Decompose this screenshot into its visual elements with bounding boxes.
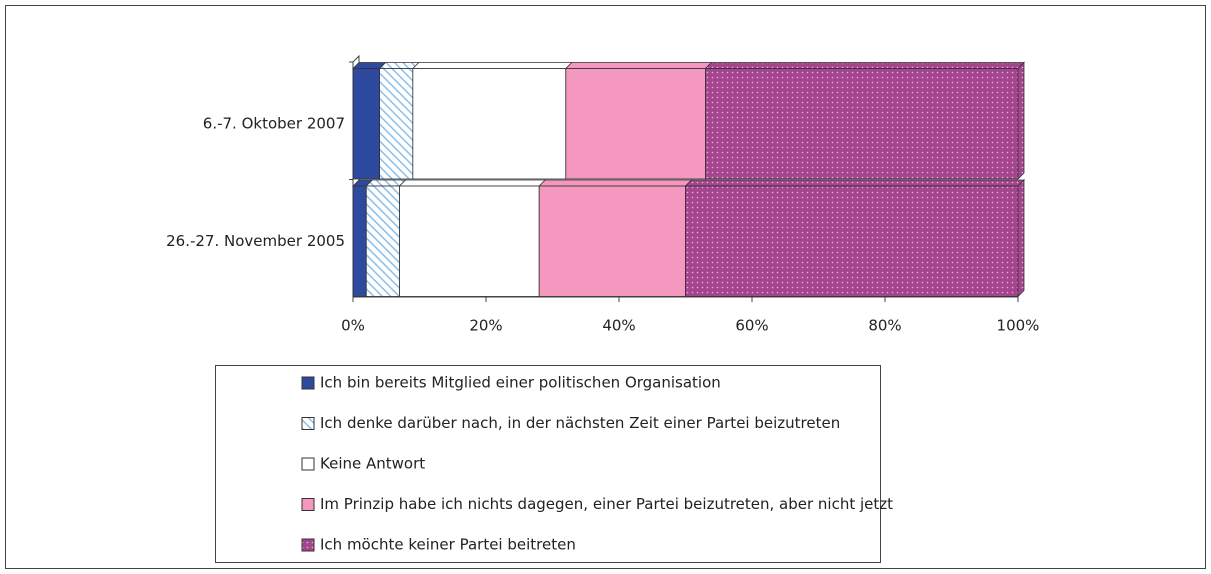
bar-side [1017,179,1025,298]
bar-top [684,179,1025,187]
x-tick-label: 60% [735,317,768,335]
legend-swatch [301,457,315,471]
bar [352,68,381,180]
x-tick-label: 0% [341,317,365,335]
bar [538,185,686,297]
bar-top [704,62,1025,69]
legend-label: Ich bin bereits Mitglied einer politisch… [320,374,721,392]
bar-top [411,62,573,69]
legend-swatch [301,417,315,430]
bar-top [378,62,420,69]
bar [705,68,1019,180]
bar-top [538,179,693,187]
legend-label: Ich möchte keiner Partei beitreten [320,536,576,554]
bar [365,185,400,297]
legend-label: Im Prinzip habe ich nichts dagegen, eine… [320,495,893,513]
x-tick-label: 20% [469,317,502,335]
bar [685,185,1019,297]
bar [352,185,367,297]
bar [379,68,414,180]
bar [399,185,540,297]
legend-swatch [301,376,315,390]
bar-top [365,179,407,187]
legend-label: Ich denke darüber nach, in der nächsten … [320,414,840,432]
y-tick-label: 6.-7. Oktober 2007 [203,114,345,132]
legend-swatch [301,538,315,552]
legend-swatch [301,498,315,511]
bar [412,68,567,180]
bar-top [564,62,713,69]
x-tick-label: 100% [997,317,1040,335]
x-tick-label: 80% [868,317,901,335]
x-tick-label: 40% [602,317,635,335]
legend-box [215,365,881,563]
bar-top [398,179,547,187]
legend-label: Keine Antwort [320,455,425,473]
bar-side [1017,61,1025,180]
y-tick-label: 26.-27. November 2005 [166,232,345,250]
bar [565,68,706,180]
